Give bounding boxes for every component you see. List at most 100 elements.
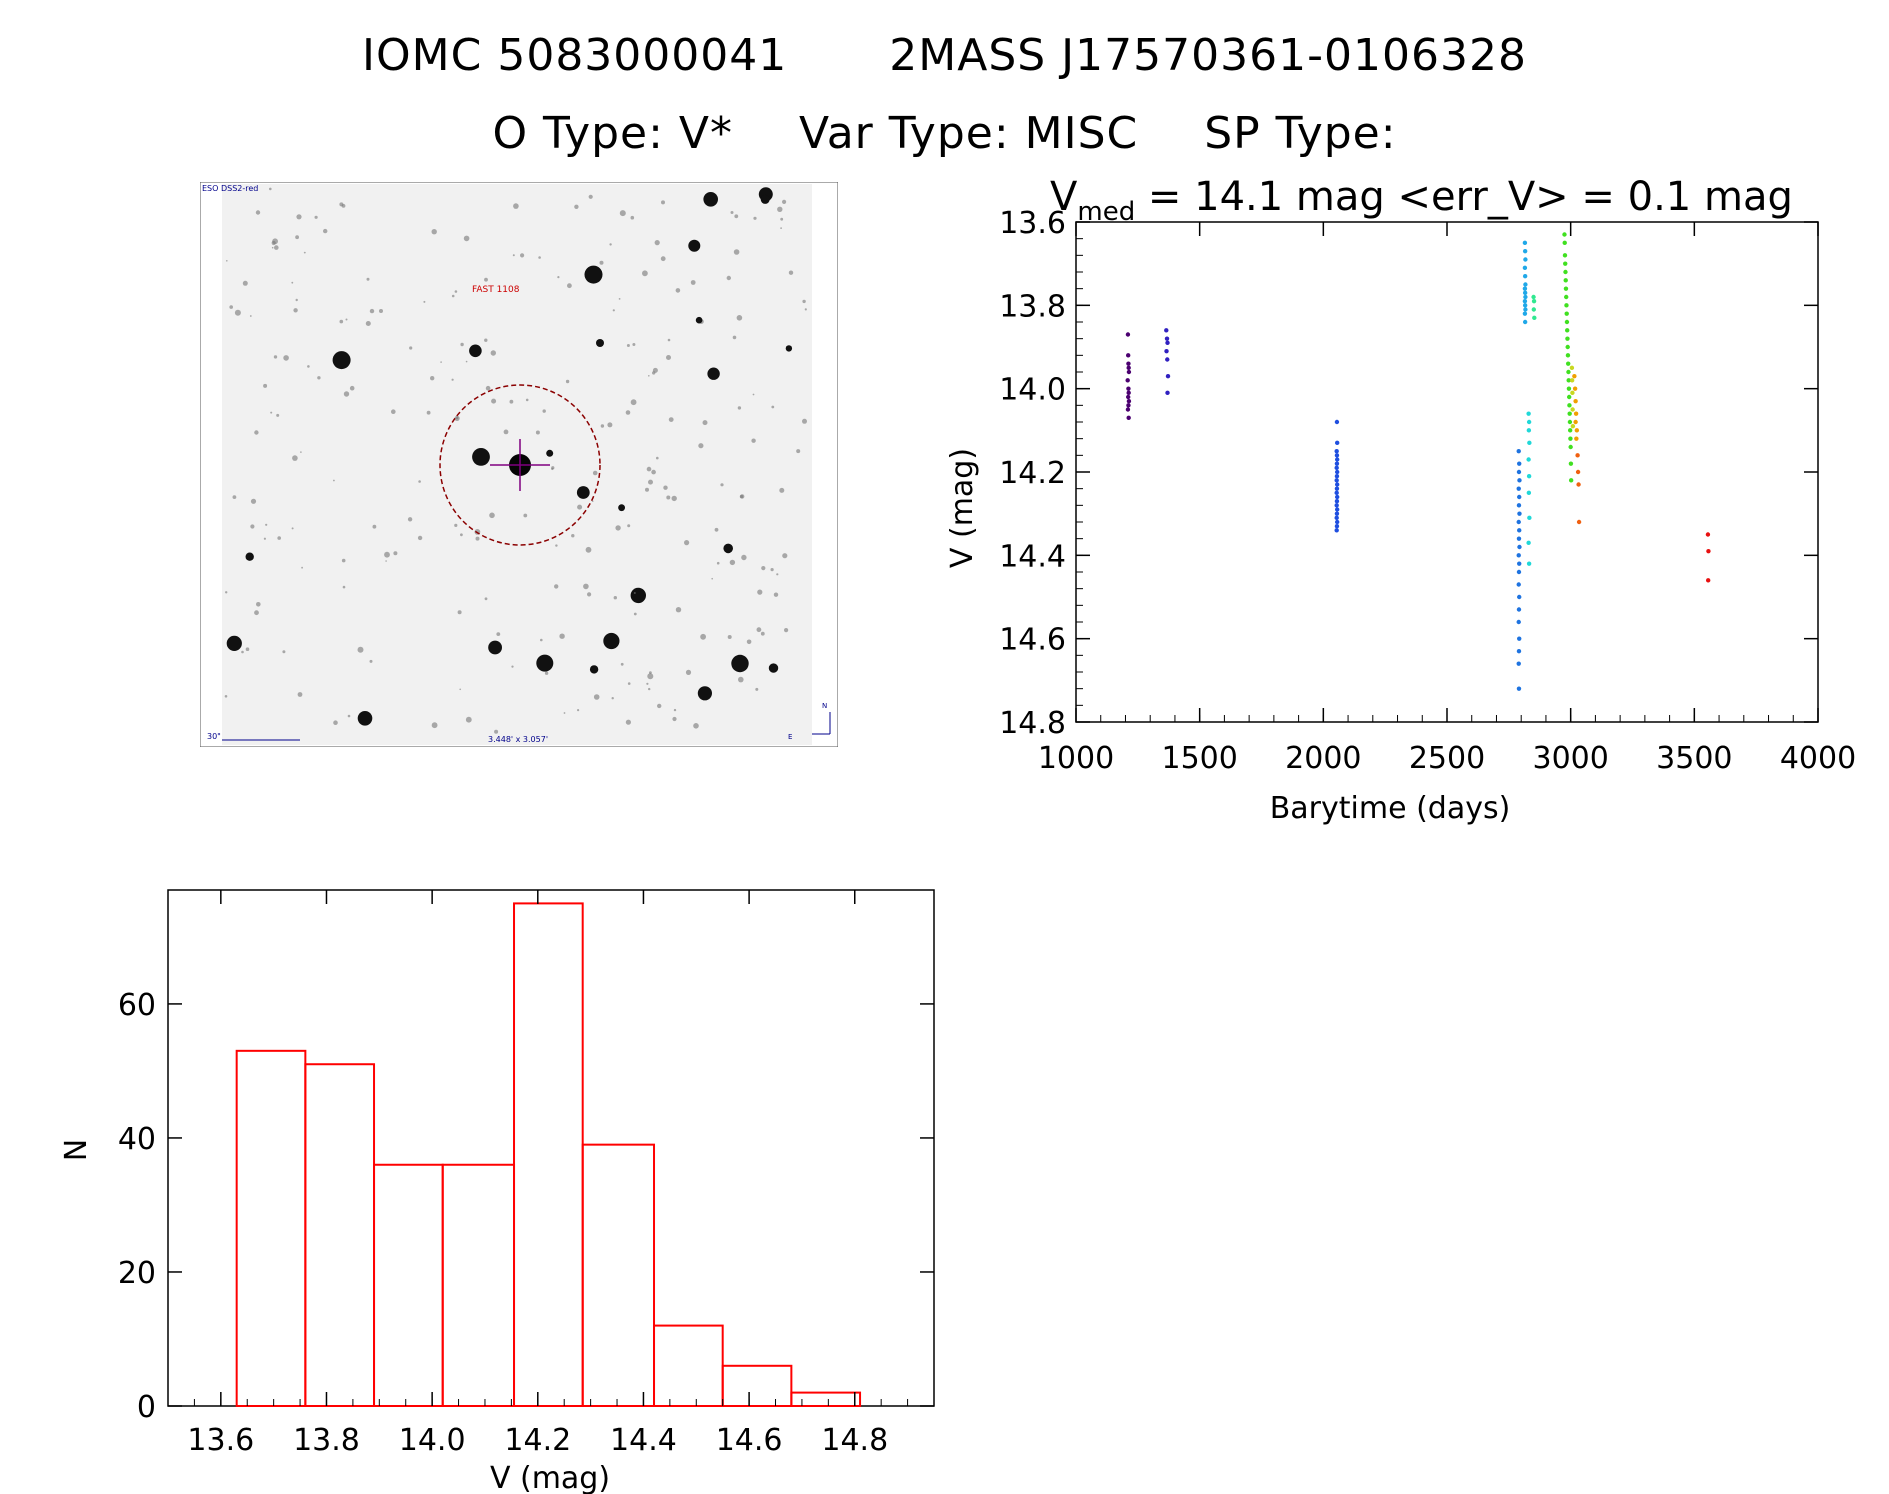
lc-data-point xyxy=(1570,390,1575,396)
star xyxy=(542,409,546,413)
hist-x-tick-label: 14.0 xyxy=(399,1423,466,1458)
star xyxy=(741,554,747,561)
star xyxy=(734,214,739,219)
lc-data-point xyxy=(1334,490,1339,496)
star xyxy=(630,215,635,220)
star xyxy=(307,365,310,368)
lc-data-point xyxy=(1569,365,1575,371)
star xyxy=(525,398,529,402)
lc-data-point xyxy=(1565,328,1570,333)
star xyxy=(523,513,528,518)
star xyxy=(802,299,806,304)
lc-data-point xyxy=(1516,486,1521,491)
star xyxy=(440,361,442,363)
star xyxy=(698,443,704,449)
star xyxy=(300,451,302,453)
star xyxy=(451,378,454,381)
star xyxy=(796,449,801,454)
lc-data-point xyxy=(1334,465,1339,471)
lc-data-point xyxy=(1526,411,1531,416)
star xyxy=(454,290,458,293)
lc-y-tick-label: 14.2 xyxy=(999,456,1066,491)
star xyxy=(544,671,549,675)
star xyxy=(465,360,468,363)
star xyxy=(369,659,373,663)
star xyxy=(463,235,470,242)
star xyxy=(620,662,624,666)
star xyxy=(583,583,589,590)
star xyxy=(660,256,666,262)
lc-data-point xyxy=(1165,373,1171,379)
star xyxy=(785,345,793,352)
lc-data-point xyxy=(1563,278,1568,283)
star xyxy=(459,688,462,691)
star xyxy=(773,592,779,597)
compass-icon: N E xyxy=(788,702,831,741)
lc-data-point xyxy=(1573,411,1579,416)
star xyxy=(703,192,718,207)
star xyxy=(323,228,328,234)
star xyxy=(249,315,252,317)
lc-data-point xyxy=(1165,390,1170,396)
hist-y-tick-label: 20 xyxy=(118,1256,156,1291)
lc-data-point xyxy=(1526,419,1532,425)
star xyxy=(343,391,350,397)
star xyxy=(277,536,281,540)
star xyxy=(567,283,572,289)
lc-data-point xyxy=(1568,478,1574,483)
star xyxy=(511,665,514,668)
light-curve-chart: Vmed = 14.1 mag <err_V> = 0.1 mag 1000 15… xyxy=(945,174,1856,826)
lc-data-point xyxy=(1334,453,1340,458)
lc-data-point xyxy=(1568,444,1573,450)
hist-bar xyxy=(373,1163,444,1407)
lc-data-point xyxy=(1517,528,1522,533)
star xyxy=(625,410,631,415)
star xyxy=(559,633,565,639)
star xyxy=(663,485,668,490)
lc-data-point xyxy=(1527,440,1532,446)
star xyxy=(738,676,744,683)
lc-data-point xyxy=(1334,482,1340,487)
star xyxy=(732,335,737,340)
star xyxy=(254,610,259,616)
lc-data-point xyxy=(1334,419,1340,425)
lc-data-point xyxy=(1334,519,1340,525)
star xyxy=(671,495,677,502)
star xyxy=(751,438,756,443)
star xyxy=(282,650,286,654)
star xyxy=(496,632,501,636)
star xyxy=(761,566,766,571)
lc-data-point xyxy=(1517,461,1522,466)
hist-bar xyxy=(513,902,584,1408)
star xyxy=(291,281,294,284)
star xyxy=(365,321,371,326)
lc-data-point xyxy=(1526,457,1531,462)
star xyxy=(599,260,604,265)
lc-data-point xyxy=(1516,607,1522,612)
star xyxy=(612,309,615,312)
lc-data-point xyxy=(1526,540,1531,546)
lc-x-tick-label: 2500 xyxy=(1409,741,1485,776)
source-label: FAST 1108 xyxy=(472,285,520,295)
lc-data-point xyxy=(1125,332,1131,337)
lc-data-point xyxy=(1164,328,1169,333)
lc-data-point xyxy=(1574,428,1580,433)
lc-data-point xyxy=(1126,361,1131,366)
star xyxy=(226,635,242,651)
star xyxy=(770,568,774,572)
star xyxy=(229,305,233,309)
star xyxy=(777,206,783,212)
lc-data-point xyxy=(1334,473,1340,479)
object-type: O Type: V* xyxy=(492,108,734,159)
lc-data-point xyxy=(1523,257,1528,262)
lc-data-point xyxy=(1334,523,1340,529)
star xyxy=(804,308,807,311)
lc-data-point xyxy=(1126,390,1131,396)
lc-data-point xyxy=(1334,440,1340,446)
lc-title: Vmed = 14.1 mag <err_V> = 0.1 mag xyxy=(1050,174,1793,227)
star xyxy=(731,654,749,673)
star xyxy=(607,422,613,428)
lc-plot-frame xyxy=(1075,221,1819,723)
star xyxy=(297,692,303,697)
star xyxy=(611,697,614,700)
